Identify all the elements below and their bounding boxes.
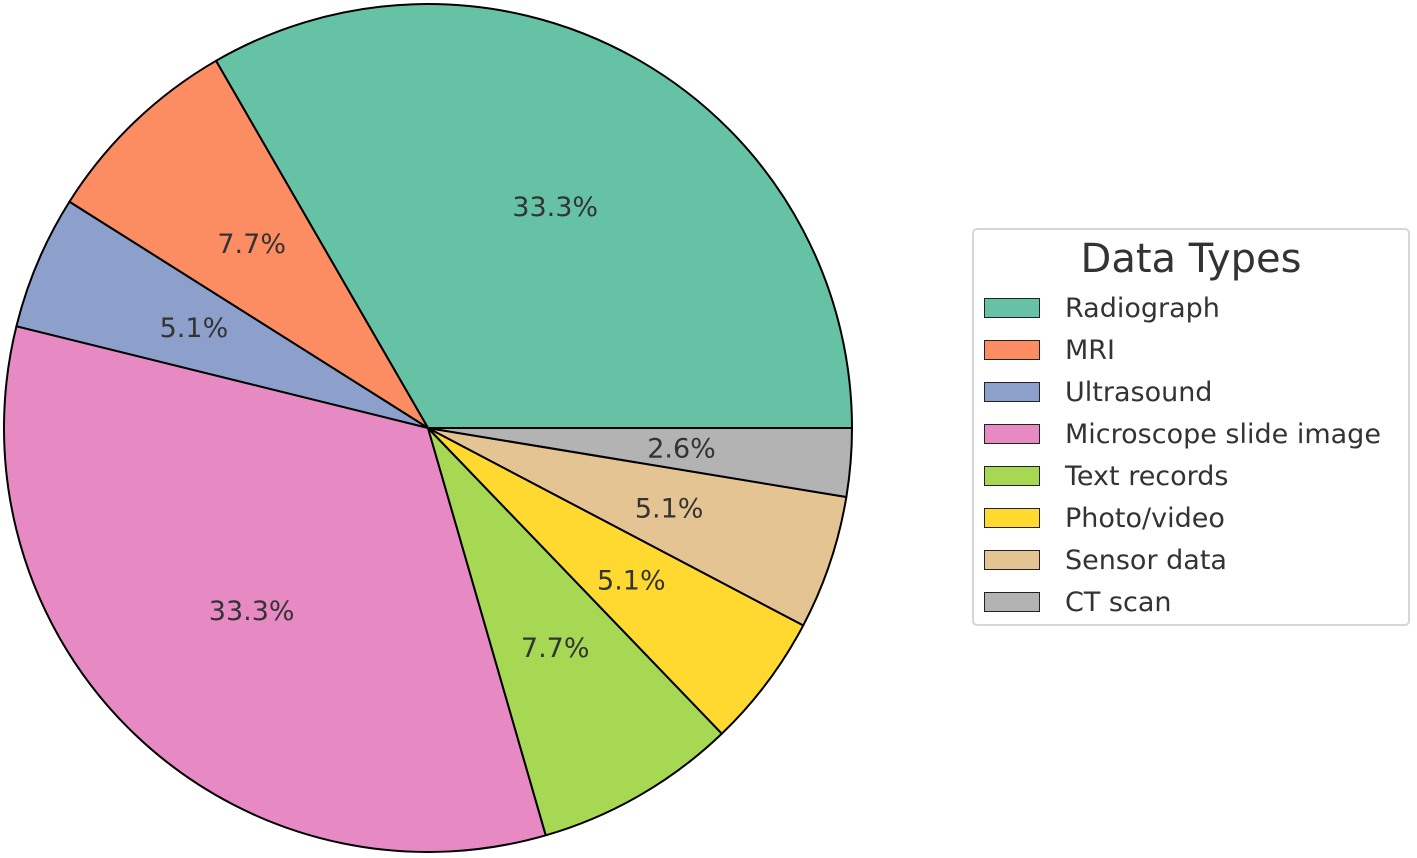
legend-label: Radiograph: [1065, 292, 1220, 324]
pie-slice-text-records: [427, 427, 723, 837]
pie-slice-ct-scan: [427, 427, 853, 499]
legend-item: Microscope slide image: [974, 413, 1408, 455]
legend-label: Microscope slide image: [1065, 418, 1381, 450]
legend-label: Ultrasound: [1065, 376, 1213, 408]
legend-swatch: [984, 508, 1040, 528]
slice-percent-label: 5.1%: [160, 313, 229, 344]
pie-slice-microscope-slide-image: [3, 325, 547, 854]
legend-item: CT scan: [974, 581, 1408, 623]
legend-item: Sensor data: [974, 539, 1408, 581]
legend-swatch: [984, 550, 1040, 570]
legend-swatch: [984, 298, 1040, 318]
legend-swatch: [984, 466, 1040, 486]
slice-percent-label: 2.6%: [647, 433, 716, 464]
slice-percent-label: 5.1%: [635, 493, 704, 524]
legend-title: Data Types: [1080, 236, 1302, 282]
legend-items: Radiograph MRI Ultrasound Microscope slide …: [974, 287, 1408, 623]
legend-label: Photo/video: [1065, 502, 1225, 534]
slice-percent-label: 33.3%: [512, 192, 598, 223]
legend-swatch: [984, 424, 1040, 444]
legend: Data Types Radiograph MRI Ultrasound Micros…: [972, 228, 1410, 626]
legend-label: MRI: [1065, 334, 1116, 366]
legend-swatch: [984, 340, 1040, 360]
legend-item: Radiograph: [974, 287, 1408, 329]
legend-item: MRI: [974, 329, 1408, 371]
legend-swatch: [984, 592, 1040, 612]
slice-percent-label: 33.3%: [209, 596, 295, 627]
legend-label: CT scan: [1065, 586, 1172, 618]
slice-percent-label: 7.7%: [217, 229, 286, 260]
pie-slice-mri: [68, 59, 429, 429]
slice-percent-label: 5.1%: [597, 565, 666, 596]
legend-item: Photo/video: [974, 497, 1408, 539]
legend-item: Text records: [974, 455, 1408, 497]
legend-item: Ultrasound: [974, 371, 1408, 413]
slice-percent-label: 7.7%: [521, 633, 590, 664]
legend-label: Sensor data: [1065, 544, 1227, 576]
legend-label: Text records: [1065, 460, 1229, 492]
pie-slice-radiograph: [215, 3, 853, 429]
legend-swatch: [984, 382, 1040, 402]
